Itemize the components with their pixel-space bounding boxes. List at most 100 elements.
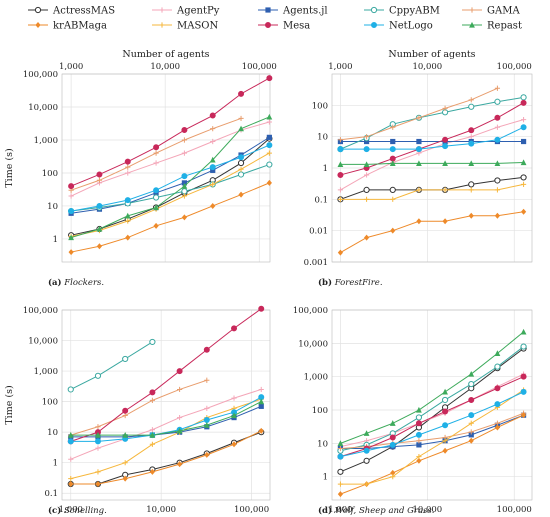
data-point — [67, 438, 74, 445]
data-point — [337, 249, 344, 256]
data-point — [416, 406, 422, 413]
legend-item-mesa: Mesa — [258, 21, 310, 32]
data-point — [125, 164, 131, 170]
data-point — [468, 134, 474, 140]
data-point — [494, 98, 501, 105]
data-point — [520, 208, 527, 215]
x-tick-labels: 1,000 10,000 100,000 — [59, 62, 277, 72]
caption-label: (c) — [48, 505, 61, 516]
data-point — [124, 212, 131, 219]
data-point — [238, 115, 244, 122]
data-point — [203, 416, 210, 423]
data-point — [416, 160, 422, 167]
data-point — [231, 441, 237, 448]
data-point — [442, 160, 448, 167]
y-tick-label: 0.001 — [304, 258, 328, 268]
series-mason — [68, 150, 272, 239]
x-axis-label: Number of agents — [388, 49, 475, 60]
data-point — [203, 346, 210, 353]
data-point — [442, 218, 448, 225]
series-line — [70, 405, 262, 438]
plot-frame — [61, 309, 271, 501]
data-point — [67, 432, 74, 438]
data-point — [122, 475, 128, 482]
panels: 1,000 10,000 100,000 1 10 100 1,000 10,000 100,0… — [4, 49, 533, 516]
legend-item-actressmas: ActressMAS — [28, 6, 115, 17]
data-point — [494, 114, 501, 121]
data-point — [468, 396, 475, 403]
data-point — [468, 420, 474, 426]
data-point — [390, 124, 396, 130]
legend-marker — [469, 21, 475, 28]
data-point — [416, 115, 422, 121]
series-repast — [337, 159, 527, 168]
data-point — [258, 386, 264, 393]
y-tick-label: 10,000 — [28, 337, 58, 347]
data-point — [337, 161, 344, 168]
data-point — [231, 395, 237, 401]
x-tick-label: 100,000 — [242, 62, 277, 72]
data-point — [390, 196, 396, 202]
data-point — [337, 187, 344, 193]
series-line — [70, 341, 153, 390]
plot-frame — [331, 309, 533, 501]
data-point — [442, 187, 448, 193]
legend-label: Mesa — [283, 21, 310, 32]
data-point — [389, 420, 396, 426]
data-point — [468, 370, 475, 377]
y-tick-label: 1,000 — [304, 373, 328, 383]
series-line — [70, 308, 262, 442]
y-tick-label: 0.1 — [44, 489, 58, 499]
data-point — [520, 94, 527, 101]
series-line — [340, 183, 524, 200]
x-tick-label: 10,000 — [150, 62, 180, 72]
y-tick-labels: 1 10 100 1,000 10,000 100,000 — [23, 70, 58, 245]
series-line — [340, 211, 524, 254]
y-tick-label: 100,000 — [23, 306, 58, 316]
data-point — [96, 243, 103, 250]
data-point — [266, 75, 273, 82]
legend-marker — [34, 6, 42, 14]
data-point — [153, 187, 160, 194]
legend-label: Repast — [487, 21, 522, 32]
series-line — [340, 96, 524, 150]
data-point — [153, 204, 159, 211]
legend-label: AgentPy — [176, 6, 220, 17]
data-point — [68, 183, 75, 190]
data-point — [122, 407, 129, 414]
y-tick-label: 10 — [317, 439, 328, 449]
data-point — [468, 103, 475, 110]
gridlines — [332, 309, 532, 500]
series-line — [71, 182, 270, 253]
data-point — [96, 202, 103, 209]
data-point — [468, 380, 475, 388]
data-point — [494, 385, 501, 392]
caption-label: (a) — [48, 277, 62, 288]
data-point — [337, 196, 344, 202]
series-line — [70, 398, 262, 480]
legend-label: CppyABM — [389, 6, 440, 17]
legend-item-agentpy: AgentPy — [152, 6, 220, 17]
data-point — [237, 159, 245, 167]
data-point — [203, 422, 210, 428]
series-cppyabm — [67, 338, 156, 393]
data-point — [153, 144, 160, 151]
data-point — [237, 171, 245, 178]
data-point — [258, 427, 264, 434]
y-tick-label: 0.1 — [314, 195, 328, 205]
legend-label: krABMaga — [53, 21, 107, 32]
data-point — [125, 234, 131, 241]
data-point — [363, 134, 370, 140]
series-line — [70, 431, 262, 485]
data-point — [95, 432, 101, 438]
data-point — [468, 212, 474, 219]
data-point — [204, 451, 210, 458]
data-point — [520, 138, 527, 145]
series-krabmaga — [68, 179, 272, 256]
data-point — [494, 160, 501, 167]
data-point — [125, 218, 131, 224]
y-axis-label: Time (s) — [4, 385, 15, 424]
data-point — [266, 119, 272, 125]
data-point — [96, 171, 103, 178]
data-point — [209, 156, 216, 163]
